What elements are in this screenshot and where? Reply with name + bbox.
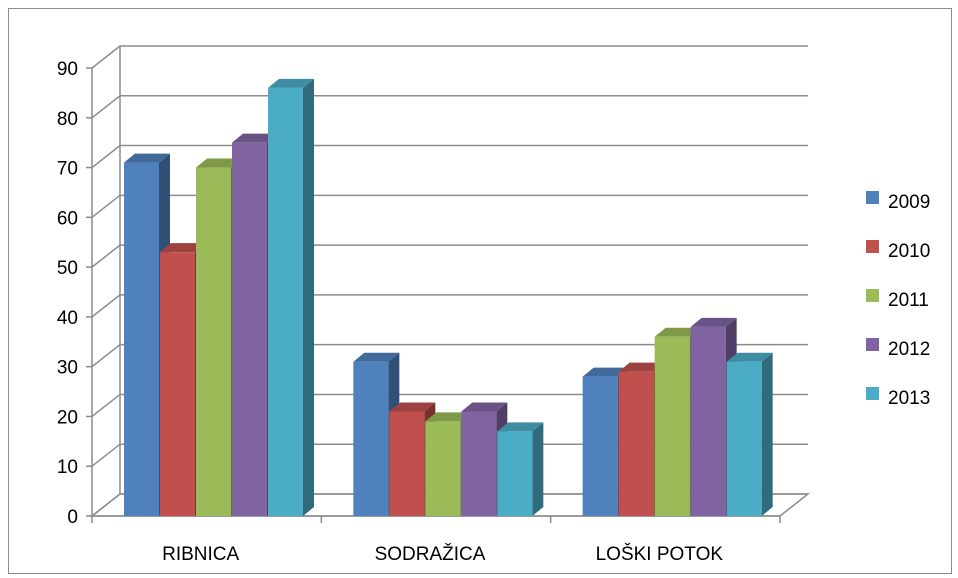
- bar-top: [654, 327, 701, 337]
- legend-item-2013: 2013: [866, 387, 930, 409]
- y-tick-label: 0: [67, 507, 78, 528]
- bar-side: [761, 352, 773, 516]
- legend-swatch: [866, 191, 879, 204]
- bar-front: [582, 376, 618, 516]
- bar-front: [618, 371, 654, 516]
- legend-item-2010: 2010: [866, 240, 930, 262]
- bar-2009-0: [124, 153, 170, 517]
- legend-label: 2011: [888, 290, 929, 311]
- bar-top: [726, 352, 773, 362]
- legend-item-2012: 2012: [866, 338, 930, 360]
- legend-label: 2013: [888, 388, 930, 409]
- bar-front: [268, 87, 303, 517]
- x-category-label: LOŠKI POTOK: [596, 543, 724, 565]
- bar-top: [389, 402, 436, 412]
- legend-label: 2010: [888, 241, 930, 262]
- bar-top: [196, 158, 242, 168]
- bar-top: [497, 422, 544, 432]
- bar-top: [353, 352, 400, 362]
- gridline: [91, 95, 808, 119]
- y-tick-label: 10: [57, 457, 78, 478]
- legend-label: 2009: [888, 192, 930, 213]
- y-axis-ticks: 0 10 20 30 40 50 60 70 80 90: [57, 59, 92, 528]
- bar-2013-0: [268, 78, 314, 517]
- bar-2013-1: [497, 422, 544, 516]
- bar-2013-2: [726, 352, 773, 516]
- bar-side: [532, 422, 544, 516]
- x-axis-labels: RIBNICA SODRAŽICA LOŠKI POTOK: [162, 543, 723, 565]
- bar-front: [690, 326, 726, 516]
- x-category-label: SODRAŽICA: [375, 543, 486, 565]
- y-tick-label: 60: [57, 208, 78, 229]
- legend-swatch: [866, 338, 879, 351]
- bar-front: [196, 167, 231, 517]
- bar-top: [160, 243, 206, 253]
- y-tick-label: 50: [57, 258, 78, 279]
- bar-top: [124, 153, 170, 163]
- bar-top: [690, 317, 737, 327]
- bar-front: [425, 421, 461, 516]
- bar-side: [303, 78, 314, 517]
- y-tick-label: 30: [57, 358, 78, 379]
- legend-swatch: [866, 387, 879, 400]
- bar-front: [353, 361, 389, 516]
- y-tick-label: 90: [57, 59, 78, 80]
- bar-front: [389, 411, 425, 516]
- bar-top: [232, 133, 278, 143]
- y-tick-label: 20: [57, 407, 78, 428]
- legend-item-2011: 2011: [866, 289, 929, 311]
- gridline: [91, 45, 808, 69]
- legend: 2009 2010 2011 2012 2013: [866, 191, 930, 409]
- bar-front: [124, 162, 159, 517]
- bar-top: [461, 402, 508, 412]
- bars: [124, 78, 773, 517]
- legend-swatch: [866, 289, 879, 302]
- bar-top: [582, 367, 629, 377]
- bar-top: [618, 362, 665, 372]
- bar-top: [425, 412, 472, 422]
- y-tick-label: 80: [57, 109, 78, 130]
- y-tick-label: 70: [57, 159, 78, 180]
- x-category-label: RIBNICA: [162, 544, 239, 565]
- bar-front: [497, 431, 533, 516]
- bar-top: [268, 78, 314, 88]
- bar-front: [160, 252, 195, 516]
- bar-front: [726, 361, 762, 516]
- bar-front: [654, 336, 690, 516]
- legend-swatch: [866, 240, 879, 253]
- bar-front: [232, 142, 267, 516]
- y-tick-label: 40: [57, 308, 78, 329]
- gridline: [91, 144, 808, 169]
- legend-item-2009: 2009: [866, 191, 930, 213]
- bar-front: [461, 411, 497, 516]
- legend-label: 2012: [888, 339, 930, 360]
